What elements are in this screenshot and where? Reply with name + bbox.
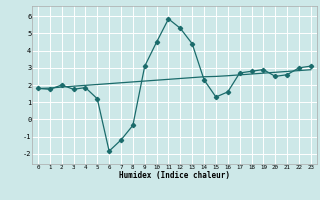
X-axis label: Humidex (Indice chaleur): Humidex (Indice chaleur) (119, 171, 230, 180)
